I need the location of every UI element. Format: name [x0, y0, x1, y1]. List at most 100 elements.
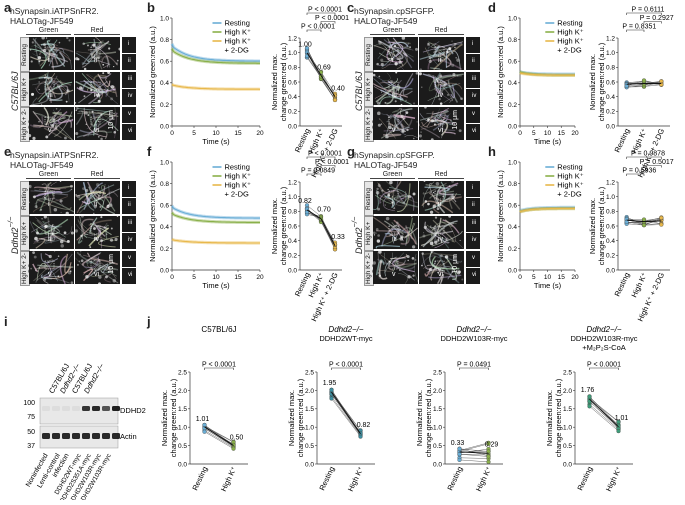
y-tick-label: 0.2 [160, 246, 169, 253]
roi-label: ii [94, 57, 98, 64]
y-tick-label: 1.2 [288, 35, 297, 42]
microscopy-panel-c: hSynapsin.cpSFGFP. HALOTag-JF549 Green R… [350, 6, 490, 142]
red-image-row-1: iv [75, 72, 120, 105]
roi-label: iv [94, 92, 100, 99]
line-chart-b: 0.0 0.2 0.4 0.6 0.8 1.0 0 5 10 15 20 Time (s) Normal… [148, 15, 264, 146]
pair-line [459, 453, 489, 457]
line-chart-h: 0.0 0.2 0.4 0.6 0.8 1.0 0 5 10 15 20 Time (s) Normal… [496, 159, 584, 290]
pvalue-bracket [459, 367, 489, 370]
zoom-inset: iv [122, 233, 136, 249]
y-tick-label: 1.0 [606, 50, 615, 57]
y-tick-label: 2.5 [433, 369, 442, 376]
y-axis-label-2: change green:red (a.u.) [279, 42, 288, 121]
y-axis-label-1: Normalized max. [588, 198, 597, 254]
x-tick-label: 10 [212, 130, 220, 137]
data-point [457, 457, 462, 463]
pair-line [589, 396, 619, 427]
roi-label: v [48, 271, 52, 278]
y-axis-label-1: Normalized max. [270, 54, 279, 110]
red-image-row-2: vi 10 μm [419, 107, 464, 140]
y-tick-label: 0.8 [288, 65, 297, 72]
y-axis-label-2: change green:red (a.u.) [296, 378, 305, 457]
ddhd2-band [112, 406, 120, 411]
red-image-row-2: vi 10 μm [75, 107, 120, 140]
x-tick-label: 20 [571, 130, 579, 137]
y-tick-label: 0.6 [508, 59, 517, 66]
zoom-inset: iv [466, 89, 480, 105]
roi-label: ii [94, 201, 98, 208]
y-tick-label: 1.0 [160, 15, 169, 22]
y-axis-label-2: change green:red (a.u.) [169, 378, 178, 457]
roi-label: i [48, 57, 50, 64]
legend-label: High K⁺ [224, 37, 251, 46]
x-tick-label: 20 [571, 274, 579, 281]
y-axis-label-2: change green:red (a.u.) [279, 186, 288, 265]
roi-label: ii [438, 57, 442, 64]
sensor-name: hSynapsin.iATPSnFR2. [10, 6, 99, 16]
paired-chart-j3: 0.0 0.5 1.0 1.5 2.0 2.5 0.33 0.29 Resting High K⁺… [433, 325, 508, 493]
y-tick-label: 0.4 [606, 94, 615, 101]
chart-title: Ddhd2−/− [456, 325, 491, 334]
pvalue-label: P = 0.6111 [632, 7, 665, 14]
y-tick-label: 1.0 [508, 159, 517, 166]
y-tick-label: 0.0 [160, 123, 169, 130]
pair-line [204, 428, 234, 447]
green-image-row-1: iii [29, 72, 74, 105]
x-tick-label: 15 [558, 274, 566, 281]
x-tick-label: 15 [234, 130, 242, 137]
green-image-row-0: i [29, 37, 74, 70]
data-point [457, 452, 462, 457]
mean-line [306, 52, 336, 97]
legend-label: + 2-DG [224, 46, 249, 55]
x-tick-label: 10 [544, 130, 552, 137]
y-tick-label: 1.5 [178, 406, 187, 413]
mean-label: 0.50 [230, 435, 244, 442]
blot-svg: C57BL/6J Ddhd2−/− C57BL/6J Ddhd2−/− 100 … [23, 361, 146, 505]
ddhd2-band [102, 406, 110, 411]
data-point [659, 222, 664, 227]
x-axis-label: Time (s) [202, 281, 230, 290]
zoom-inset: i [122, 37, 136, 53]
y-axis-label-2: change green:red (a.u.) [597, 186, 606, 265]
x-tick-label: 5 [532, 274, 536, 281]
zoom-inset: vi [122, 124, 136, 140]
y-axis-label-1: Normalized max. [545, 390, 554, 446]
y-axis-label-1: Normalized max. [270, 198, 279, 254]
dye-name: HALOTag-JF549 [10, 16, 74, 26]
actin-band [82, 433, 90, 439]
series-line-high-k-2-dg [519, 207, 575, 213]
zoom-inset: vi [122, 268, 136, 284]
pvalue-bracket [320, 21, 336, 24]
sensor-name: hSynapsin.cpSFGFP. [354, 150, 435, 160]
data-point [231, 446, 236, 451]
paired-chart-h2: 0.0 0.2 0.4 0.6 0.8 1.0 1.2 Normalized max. chan… [588, 151, 674, 323]
y-tick-label: 1.0 [160, 159, 169, 166]
zoom-inset: iii [122, 216, 136, 232]
blot-marker-50: 50 [27, 429, 35, 436]
mean-line [589, 398, 619, 428]
data-point [202, 429, 207, 434]
y-tick-label: 0.8 [160, 181, 169, 188]
blot-lane-labels-bottom: Noninfected Lenti-control infection DDHD… [25, 452, 113, 505]
y-tick-label: 0.5 [178, 443, 187, 450]
y-axis-label: Normalized green:red (a.u.) [148, 26, 157, 118]
data-point [486, 449, 491, 454]
mean-label: 0.33 [331, 234, 345, 241]
legend-label: High K⁺ [224, 28, 251, 37]
zoom-inset: vi [466, 268, 480, 284]
red-image-row-1: iv [419, 72, 464, 105]
x-axis-label: Time (s) [534, 281, 562, 290]
micro-title: hSynapsin.cpSFGFP. HALOTag-JF549 [354, 6, 484, 26]
y-tick-label: 2.5 [178, 369, 187, 376]
zoom-inset: i [466, 37, 480, 53]
pvalue-bracket [331, 367, 361, 370]
series-line-high-k-2-dg [519, 72, 575, 76]
red-image-row-0: ii [75, 37, 120, 70]
pair-line [331, 391, 361, 431]
pvalue-bracket [306, 12, 336, 15]
roi-label: iv [94, 236, 100, 243]
y-tick-label: 0.8 [160, 37, 169, 44]
data-point [587, 394, 592, 399]
y-tick-label: 0.0 [305, 461, 314, 468]
pvalue-label: P < 0.0001 [315, 15, 349, 22]
